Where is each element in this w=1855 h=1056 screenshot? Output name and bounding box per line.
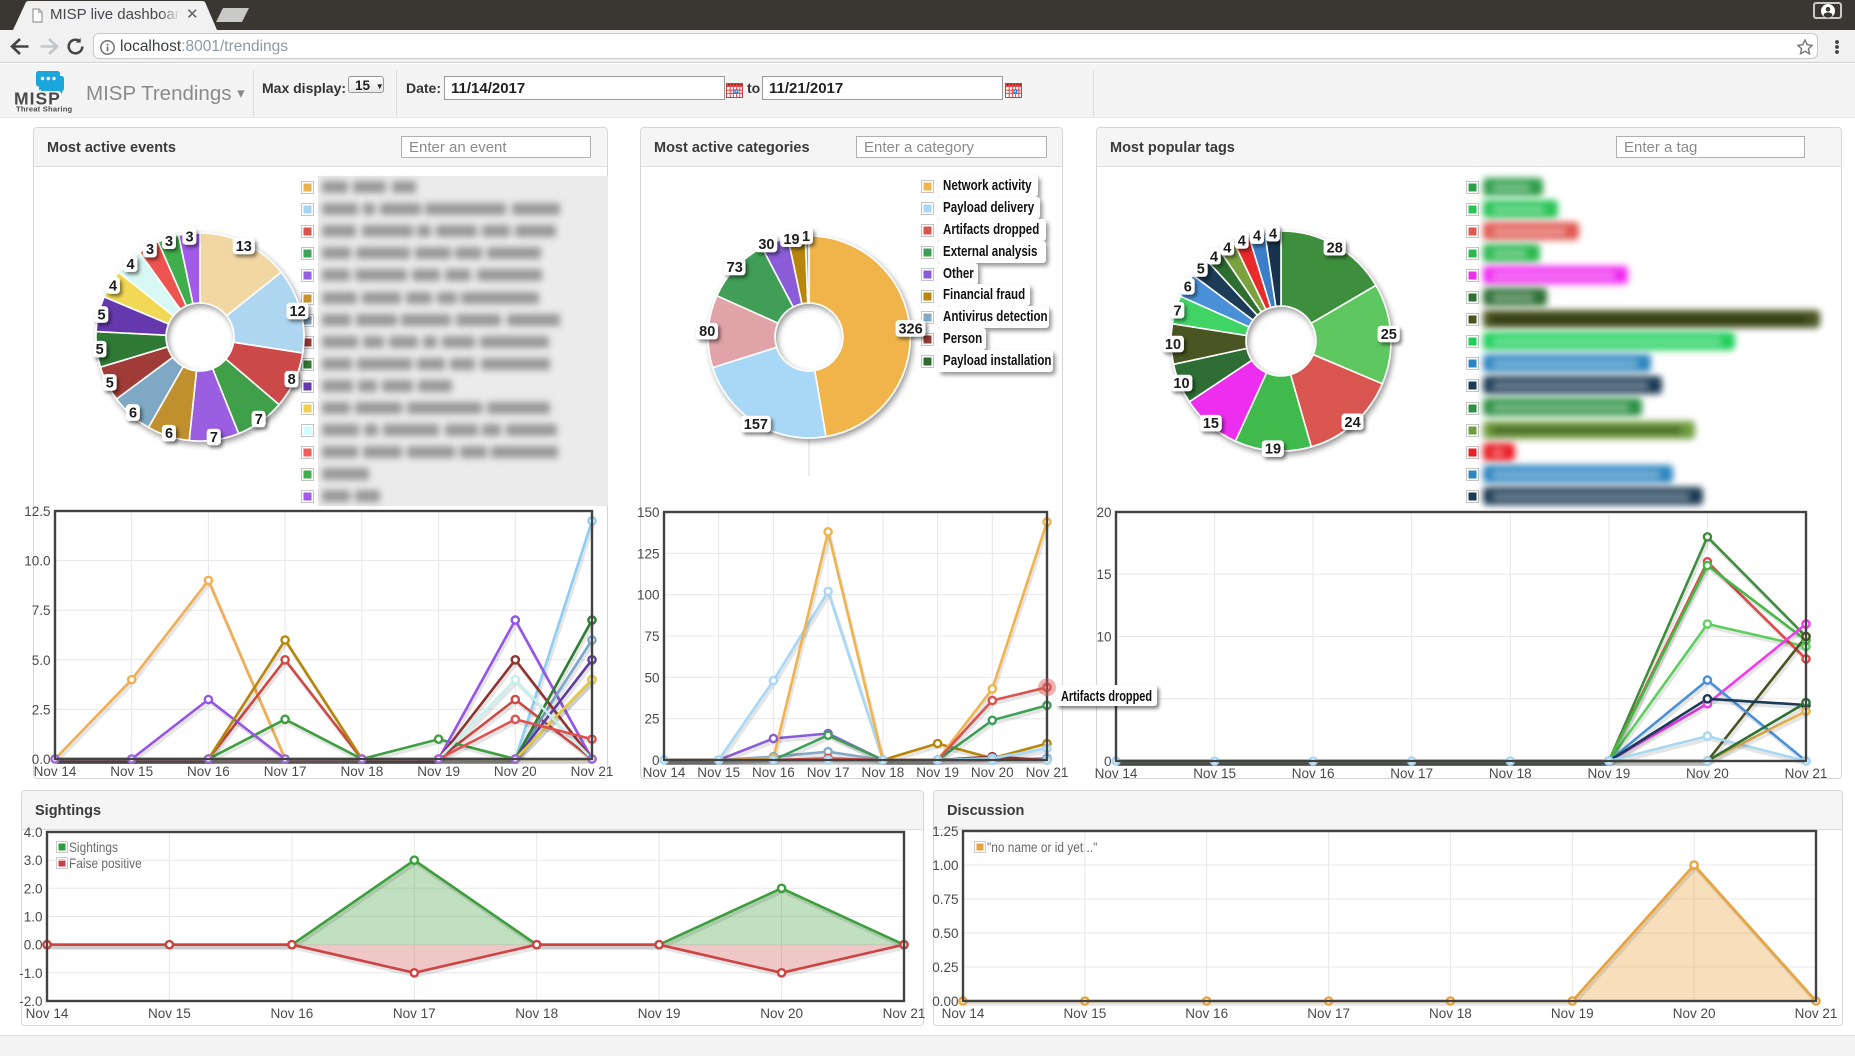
- svg-text:MISP: MISP: [14, 89, 61, 109]
- svg-text:Threat Sharing: Threat Sharing: [16, 105, 73, 114]
